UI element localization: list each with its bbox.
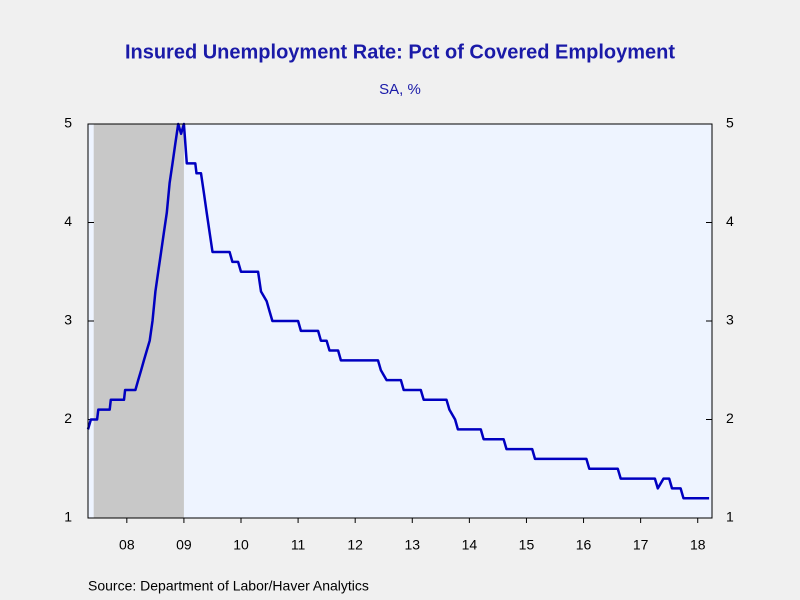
y2-tick-label: 2 [726, 410, 734, 426]
source-note: Source: Department of Labor/Haver Analyt… [88, 578, 369, 594]
y-tick-label: 3 [64, 312, 72, 328]
chart-title: Insured Unemployment Rate: Pct of Covere… [125, 41, 675, 63]
x-tick-label: 17 [633, 537, 649, 553]
plot-area [88, 124, 712, 518]
x-tick-label: 13 [404, 537, 420, 553]
plot-frame [87, 123, 713, 519]
x-tick-label: 08 [119, 537, 135, 553]
y2-tick-label: 1 [726, 509, 734, 525]
chart-subtitle: SA, % [379, 81, 421, 98]
x-tick-label: 14 [462, 537, 478, 553]
y-tick-label: 1 [64, 509, 72, 525]
data-line [86, 122, 710, 500]
x-tick-label: 12 [347, 537, 363, 553]
y-tick-label: 5 [64, 115, 72, 131]
x-tick-label: 10 [233, 537, 249, 553]
y2-tick-label: 4 [726, 213, 734, 229]
x-tick-label: 09 [176, 537, 192, 553]
y2-tick-label: 3 [726, 312, 734, 328]
x-tick-label: 11 [291, 537, 306, 553]
x-tick-label: 15 [519, 537, 535, 553]
x-tick-label: 16 [576, 537, 592, 553]
x-tick-label: 18 [690, 537, 706, 553]
y2-tick-label: 5 [726, 115, 734, 131]
y-tick-label: 4 [64, 213, 72, 229]
y-tick-label: 2 [64, 410, 72, 426]
